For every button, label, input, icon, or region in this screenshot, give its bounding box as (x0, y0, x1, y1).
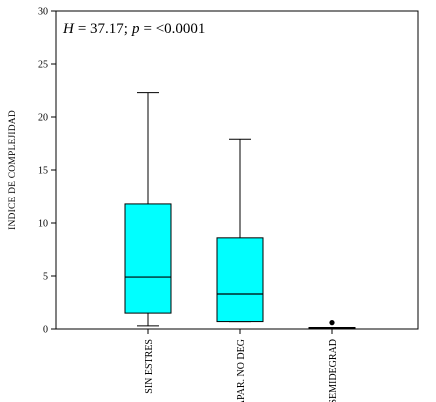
y-tick-label: 5 (43, 272, 48, 283)
y-axis-title: INDICE DE COMPLEJIDAD (8, 110, 18, 230)
box-2 (216, 138, 264, 323)
iqr-box (216, 237, 264, 323)
y-tick-label: 15 (38, 166, 48, 177)
y-tick-label: 10 (38, 219, 48, 230)
iqr-box (124, 203, 172, 314)
box-1 (124, 92, 172, 327)
statistic-annotation: H = 37.17; p = <0.0001 (62, 21, 205, 37)
p-value-value: = <0.0001 (143, 21, 205, 37)
h-statistic-label: H (62, 21, 75, 37)
outlier-point (329, 320, 335, 326)
x-axis-ticks: SIN ESTRES APAR. NO DEG SEMIDEGRAD (144, 329, 339, 402)
y-tick-label: 25 (38, 60, 48, 71)
h-statistic-value: = 37.17; (78, 21, 128, 37)
y-tick-label: 0 (43, 325, 48, 336)
box-3 (308, 320, 356, 330)
p-value-label: p (131, 21, 140, 37)
x-category-label: SIN ESTRES (144, 339, 155, 394)
y-axis-ticks: 0 5 10 15 20 25 30 (38, 7, 56, 336)
x-category-label: SEMIDEGRAD (328, 339, 339, 402)
y-tick-label: 30 (38, 7, 48, 18)
boxes-group (124, 92, 356, 330)
x-category-label: APAR. NO DEG (236, 339, 247, 402)
y-tick-label: 20 (38, 113, 48, 124)
